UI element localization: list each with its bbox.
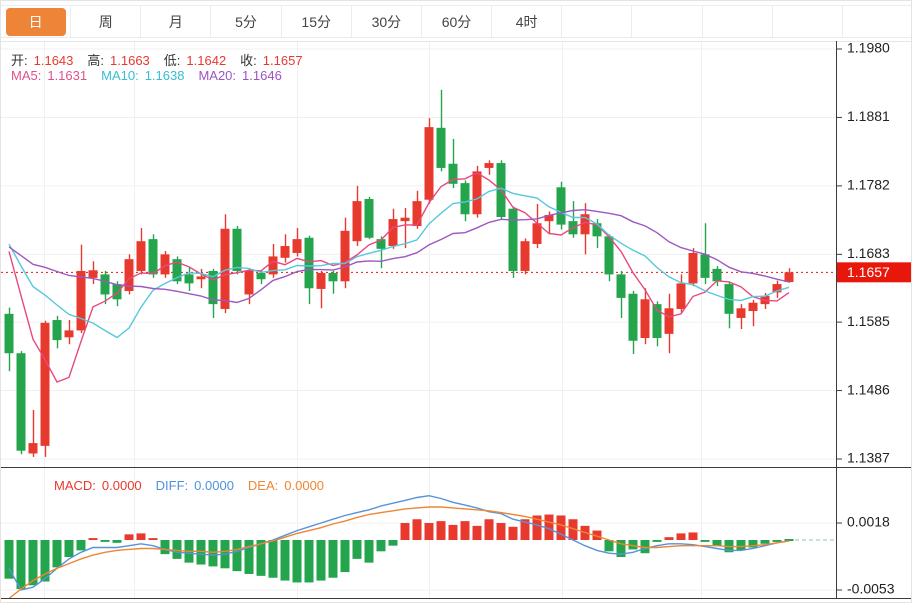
legend-value: 1.1663 bbox=[110, 53, 150, 68]
price-axis: 1.1980 1.1881 1.1782 1.1683 1.1585 1.1486 1.13… bbox=[836, 40, 895, 597]
legend-label: 低: bbox=[163, 53, 181, 68]
tab-4hour[interactable]: 4时 bbox=[492, 6, 563, 37]
axis-tick-label: -0.0053 bbox=[847, 581, 895, 597]
tab-filler bbox=[703, 6, 773, 37]
legend-value: 1.1631 bbox=[47, 68, 88, 83]
tab-30min[interactable]: 30分 bbox=[352, 6, 422, 37]
tab-60min[interactable]: 60分 bbox=[422, 6, 493, 37]
legend-value: 0.0000 bbox=[194, 478, 234, 493]
chart-frame bbox=[1, 41, 911, 599]
tab-label: 4时 bbox=[515, 13, 538, 30]
ma10-line bbox=[8, 187, 790, 339]
legend-label: DEA: bbox=[247, 478, 279, 493]
tab-filler bbox=[773, 6, 843, 37]
axis-tick-label: 1.1782 bbox=[847, 177, 890, 193]
legend-label: MA10: bbox=[101, 68, 139, 83]
axis-tick-label: 1.1387 bbox=[847, 450, 890, 466]
tab-week[interactable]: 周 bbox=[71, 6, 142, 37]
candles-layer bbox=[4, 89, 794, 457]
tab-label: 5分 bbox=[235, 13, 257, 30]
axis-tick-label: 1.1881 bbox=[847, 108, 890, 124]
tab-15min[interactable]: 15分 bbox=[282, 6, 352, 37]
legend-value: 1.1657 bbox=[262, 53, 303, 68]
tab-filler bbox=[843, 6, 911, 37]
legend-label: MACD: bbox=[54, 478, 96, 493]
tab-label: 月 bbox=[168, 13, 183, 30]
tab-filler bbox=[632, 6, 703, 37]
legend-label: 收: bbox=[240, 53, 257, 68]
tab-label: 日 bbox=[5, 7, 66, 36]
ma20-line bbox=[8, 208, 790, 304]
axis-tick-label: 1.1980 bbox=[847, 40, 890, 56]
legend-value: 1.1642 bbox=[186, 53, 227, 68]
legend-label: 高: bbox=[87, 53, 105, 68]
legend-label: MA20: bbox=[198, 68, 237, 83]
tab-label: 周 bbox=[98, 13, 113, 30]
tab-month[interactable]: 月 bbox=[141, 6, 212, 37]
legend-label: 开: bbox=[11, 53, 28, 68]
macd-legend: MACD: 0.0000 DIFF: 0.0000 DEA: 0.0000 bbox=[54, 478, 338, 493]
ma5-line bbox=[8, 172, 790, 383]
tab-day[interactable]: 日 bbox=[1, 6, 72, 37]
axis-tick-label: 1.1486 bbox=[847, 381, 890, 397]
legend-value: 0.0000 bbox=[101, 478, 142, 493]
dea-line bbox=[8, 506, 790, 600]
period-tabs: 日 周 月 5分 15分 30分 60分 4时 bbox=[1, 5, 911, 38]
ma-legend: MA5: 1.1631 MA10: 1.1638 MA20: 1.1646 bbox=[11, 68, 296, 83]
legend-label: DIFF: bbox=[155, 478, 189, 493]
tab-label: 60分 bbox=[441, 13, 472, 30]
tab-label: 30分 bbox=[371, 13, 402, 30]
legend-value: 0.0000 bbox=[284, 478, 325, 493]
current-price-badge: 1.1657 bbox=[837, 262, 911, 283]
macd-histogram bbox=[4, 514, 794, 590]
tab-label: 15分 bbox=[301, 13, 331, 30]
legend-label: MA5: bbox=[11, 68, 42, 83]
diff-line bbox=[8, 494, 790, 591]
tab-5min[interactable]: 5分 bbox=[211, 6, 282, 37]
current-price-label: 1.1657 bbox=[847, 264, 890, 280]
period-tab-bar: 日 周 月 5分 15分 30分 60分 4时 bbox=[1, 1, 911, 39]
ohlc-legend: 开: 1.1643 高: 1.1663 低: 1.1642 收: 1.1657 bbox=[11, 50, 317, 69]
gridlines bbox=[1, 41, 911, 598]
axis-tick-label: 1.1683 bbox=[847, 245, 890, 261]
axis-tick-label: 1.1585 bbox=[847, 313, 890, 329]
legend-value: 1.1646 bbox=[242, 68, 282, 83]
legend-value: 1.1643 bbox=[33, 53, 74, 68]
tab-filler bbox=[562, 6, 633, 37]
axis-tick-label: 0.0018 bbox=[847, 514, 890, 530]
legend-value: 1.1638 bbox=[144, 68, 185, 83]
